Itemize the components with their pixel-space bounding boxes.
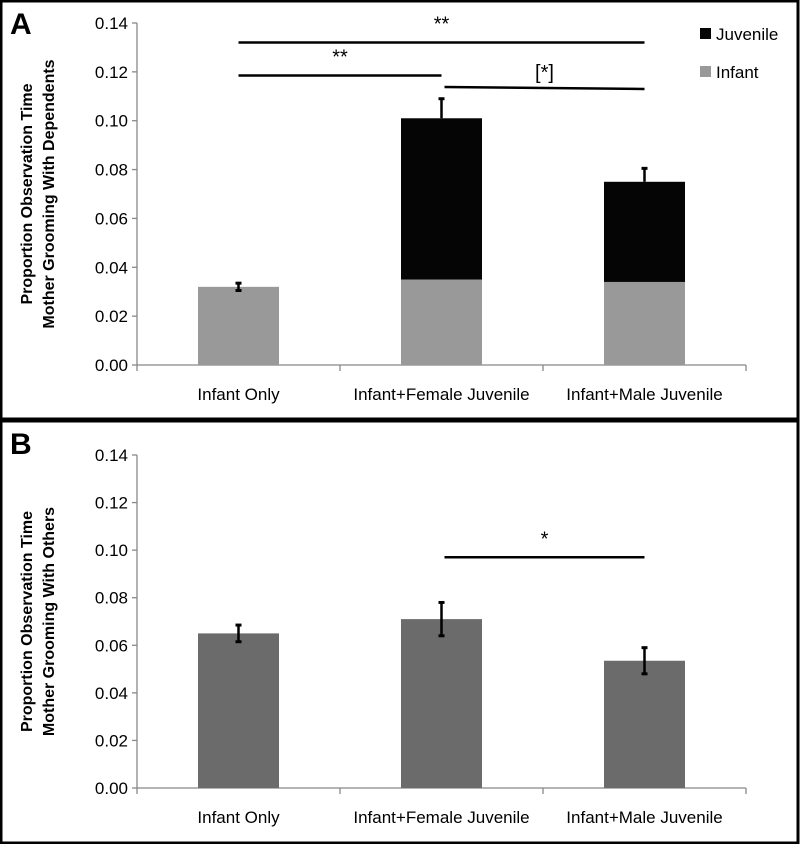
y-tick-label: 0.14 [95,14,128,33]
panel-b: B Proportion Observation Time Mother Groom… [0,419,800,844]
legend-swatch-infant [700,66,711,77]
x-tick-label: Infant Only [197,808,280,827]
y-tick-label: 0.00 [95,356,128,375]
significance-label: * [541,528,549,550]
bar-others [401,619,482,788]
y-tick-label: 0.04 [95,258,128,277]
legend-label: Juvenile [716,25,778,44]
y-tick-label: 0.06 [95,636,128,655]
legend: Juvenile Infant [700,25,778,82]
bar-infant [401,279,482,365]
legend-swatch-juvenile [700,28,711,39]
significance-label: ** [434,14,450,36]
y-tick-label: 0.02 [95,731,128,750]
x-tick-label: Infant+Female Juvenile [353,808,529,827]
y-tick-label: 0.12 [95,63,128,82]
y-axis-label: Proportion Observation Time Mother Groomi… [19,59,58,328]
y-tick-label: 0.08 [95,589,128,608]
x-tick-label: Infant+Male Juvenile [566,808,722,827]
legend-label: Infant [716,63,759,82]
significance-line [444,85,645,91]
x-tick-label: Infant+Male Juvenile [566,385,722,404]
y-axis-label-line: Mother Grooming With Others [41,507,58,736]
y-tick-label: 0.04 [95,684,128,703]
y-tick-label: 0.08 [95,161,128,180]
y-axis-label: Proportion Observation Time Mother Groomi… [19,507,58,736]
bar-others [198,633,279,788]
significance-label: [*] [535,62,554,84]
y-axis-label-line: Proportion Observation Time [19,83,36,304]
x-tick-label: Infant+Female Juvenile [353,385,529,404]
y-tick-label: 0.02 [95,307,128,326]
y-axis-label-line: Mother Grooming With Dependents [41,59,58,328]
panel-frame [0,0,800,421]
y-tick-label: 0.10 [95,541,128,560]
y-tick-label: 0.10 [95,112,128,131]
y-tick-label: 0.00 [95,779,128,798]
panel-label: A [10,8,32,41]
y-tick-label: 0.12 [95,494,128,513]
panel-a: A Proportion Observation Time Mother Groom… [0,0,800,421]
panel-label: B [10,428,32,461]
y-tick-label: 0.14 [95,446,128,465]
y-axis-label-line: Proportion Observation Time [19,511,36,732]
x-tick-label: Infant Only [197,385,280,404]
y-tick-label: 0.06 [95,209,128,228]
bar-infant [604,281,685,365]
bar-others [604,660,685,788]
bar-juvenile [604,181,685,282]
panel-frame [0,419,800,844]
significance-label: ** [332,47,348,69]
bar-infant [198,286,279,365]
bar-juvenile [401,118,482,280]
